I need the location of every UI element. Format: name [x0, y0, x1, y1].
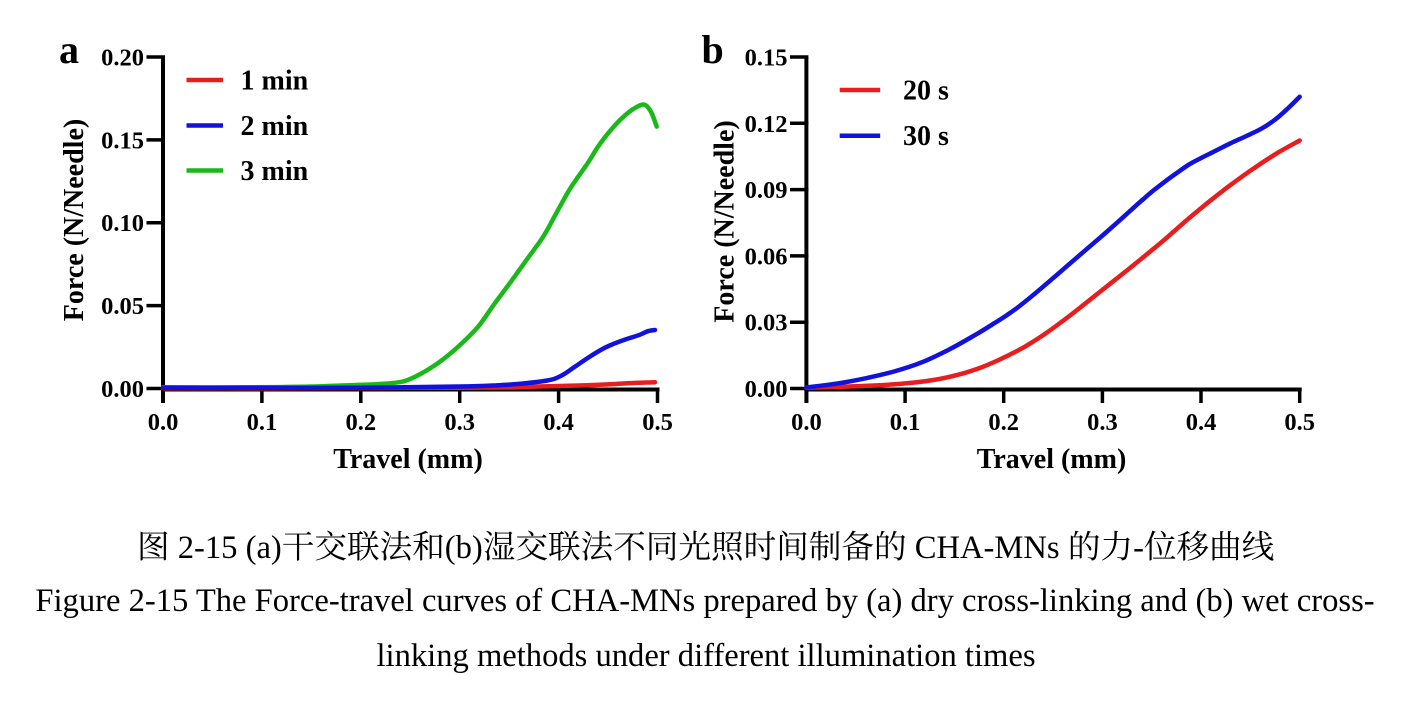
- svg-text:30 s: 30 s: [903, 121, 949, 152]
- svg-text:Force (N/Needle): Force (N/Needle): [710, 120, 741, 322]
- svg-text:0.3: 0.3: [1087, 409, 1118, 436]
- svg-text:0.00: 0.00: [745, 376, 788, 403]
- svg-text:Travel (mm): Travel (mm): [333, 444, 483, 475]
- svg-text:0.12: 0.12: [745, 111, 788, 138]
- svg-text:CHA-MNs: CHA-MNs: [907, 530, 1068, 566]
- svg-text:0.0: 0.0: [148, 409, 179, 436]
- svg-text:0.5: 0.5: [1284, 409, 1315, 436]
- svg-text:0.4: 0.4: [543, 409, 574, 436]
- svg-text:b: b: [702, 27, 724, 72]
- svg-text:1 min: 1 min: [241, 65, 309, 96]
- svg-text:linking methods under differen: linking methods under different illumina…: [376, 638, 1035, 674]
- svg-text:3 min: 3 min: [241, 156, 309, 187]
- svg-text:2-15 (a): 2-15 (a): [170, 530, 282, 566]
- svg-text:0.0: 0.0: [791, 409, 822, 436]
- svg-text:0.2: 0.2: [345, 409, 376, 436]
- svg-text:Figure 2-15 The Force-travel c: Figure 2-15 The Force-travel curves of C…: [35, 583, 1374, 619]
- svg-text:20 s: 20 s: [903, 75, 949, 106]
- svg-text:2 min: 2 min: [241, 111, 309, 142]
- svg-text:0.5: 0.5: [642, 409, 673, 436]
- svg-text:0.06: 0.06: [745, 243, 788, 270]
- svg-text:0.1: 0.1: [247, 409, 278, 436]
- svg-text:0.03: 0.03: [745, 310, 788, 337]
- svg-text:0.15: 0.15: [745, 45, 788, 72]
- svg-text:Travel (mm): Travel (mm): [977, 444, 1127, 475]
- svg-text:0.1: 0.1: [890, 409, 921, 436]
- svg-text:0.2: 0.2: [988, 409, 1019, 436]
- svg-text:-: -: [1133, 530, 1144, 566]
- svg-text:0.05: 0.05: [101, 293, 144, 320]
- svg-text:(b): (b): [445, 530, 483, 566]
- svg-text:0.09: 0.09: [745, 177, 788, 204]
- svg-text:0.4: 0.4: [1186, 409, 1217, 436]
- svg-text:a: a: [59, 27, 79, 72]
- svg-text:0.00: 0.00: [101, 376, 144, 403]
- svg-text:0.10: 0.10: [101, 210, 144, 237]
- svg-text:Force (N/Needle): Force (N/Needle): [59, 119, 90, 321]
- svg-text:0.3: 0.3: [444, 409, 475, 436]
- svg-text:0.20: 0.20: [101, 45, 144, 72]
- svg-text:0.15: 0.15: [101, 127, 144, 154]
